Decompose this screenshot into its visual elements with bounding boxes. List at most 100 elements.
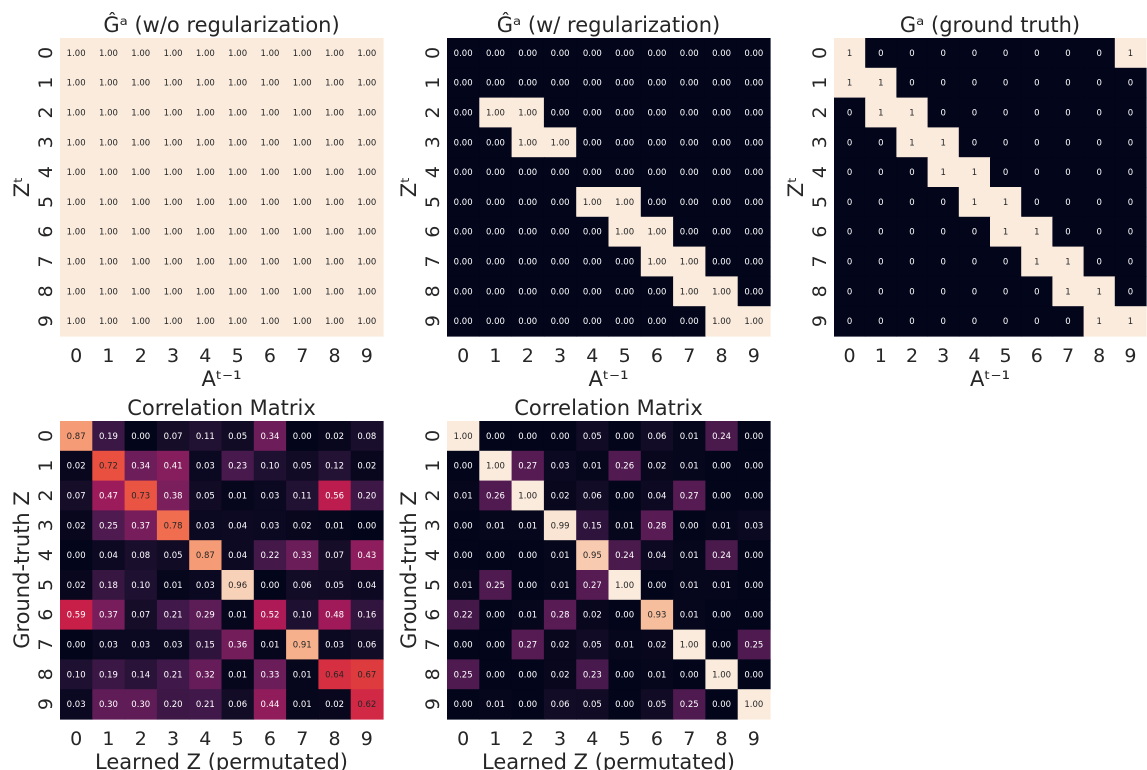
heatmap-0-cell-5-9: [350, 187, 384, 218]
heatmap-4-label-9-6: 0.05: [647, 700, 666, 710]
heatmap-2-label-9-8: 1: [1096, 317, 1101, 327]
heatmap-1-label-5-8: 0.00: [712, 198, 731, 208]
heatmap-3-xtick-9: 9: [361, 728, 373, 750]
heatmap-1-label-4-9: 0.00: [744, 168, 763, 178]
heatmap-3-label-7-9: 0.06: [357, 641, 376, 651]
heatmap-3-cell-2-8: [318, 480, 352, 511]
heatmap-0-label-4-7: 1.00: [293, 168, 312, 178]
heatmap-4-label-7-3: 0.02: [551, 641, 570, 651]
heatmap-2-cell-4-6: [1021, 157, 1053, 188]
heatmap-0-cell-3-6: [253, 127, 287, 158]
heatmap-0-label-8-6: 1.00: [260, 287, 279, 297]
heatmap-1-cell-3-9: [737, 127, 771, 158]
heatmap-3-cell-0-0: [60, 421, 93, 452]
heatmap-1-cell-2-1: [479, 97, 513, 128]
heatmap-1-label-1-3: 0.00: [551, 79, 570, 89]
heatmap-3-label-1-2: 0.34: [131, 462, 150, 472]
heatmap-3-label-4-2: 0.08: [131, 551, 150, 561]
heatmap-3-xtick-2: 2: [135, 728, 147, 750]
heatmap-0-ytick-2: 2: [35, 106, 57, 118]
heatmap-1-label-1-8: 0.00: [712, 79, 731, 89]
heatmap-0-xtick-0: 0: [70, 345, 82, 367]
heatmap-2-cell-4-1: [865, 157, 897, 188]
heatmap-2-cell-3-2: [896, 127, 929, 158]
heatmap-4-cell-3-3: [543, 510, 577, 541]
heatmap-4-xtick-6: 6: [651, 728, 663, 750]
heatmap-2-cell-8-2: [896, 276, 929, 307]
heatmap-3-label-8-2: 0.14: [131, 670, 150, 680]
heatmap-3-label-5-6: 0.00: [260, 581, 279, 591]
heatmap-2-label-7-8: 0: [1096, 258, 1101, 268]
heatmap-0-cell-0-2: [124, 38, 158, 69]
heatmap-2-label-1-3: 0: [940, 79, 945, 89]
heatmap-1-cell-2-4: [576, 97, 610, 128]
heatmap-1-label-9-1: 0.00: [486, 317, 505, 327]
heatmap-2-label-0-3: 0: [940, 49, 945, 59]
heatmap-3-cell-6-2: [124, 599, 158, 631]
heatmap-1-label-4-0: 0.00: [454, 168, 473, 178]
heatmap-1-cell-9-1: [479, 306, 513, 337]
heatmap-2-label-8-3: 0: [940, 287, 945, 297]
heatmap-0-cell-1-6: [253, 67, 287, 99]
heatmap-2-cell-1-6: [1021, 67, 1053, 99]
heatmap-3-cell-1-6: [253, 450, 287, 482]
heatmap-0-cell-2-8: [318, 97, 352, 128]
heatmap-2-label-4-9: 0: [1128, 168, 1133, 178]
heatmap-3-label-7-3: 0.03: [164, 641, 183, 651]
heatmap-2-label-5-4: 1: [972, 198, 977, 208]
heatmap-3-cell-5-7: [286, 570, 319, 601]
heatmap-1-label-7-4: 0.00: [583, 258, 602, 268]
heatmap-1-cell-1-2: [511, 67, 545, 99]
heatmap-4-xlabel: Learned Z (permutated): [482, 750, 735, 770]
heatmap-3-label-4-1: 0.04: [99, 551, 118, 561]
heatmap-2-cell-4-5: [990, 157, 1022, 188]
heatmap-2-label-4-3: 1: [940, 168, 945, 178]
heatmap-2-label-3-2: 1: [909, 138, 914, 148]
heatmap-1-label-7-5: 0.00: [615, 258, 634, 268]
heatmap-0-label-8-7: 1.00: [293, 287, 312, 297]
heatmap-4-ytick-7: 7: [422, 638, 444, 650]
heatmap-2-label-7-1: 0: [878, 258, 883, 268]
heatmap-4-label-6-6: 0.93: [647, 611, 666, 621]
heatmap-1-ytick-3: 3: [422, 136, 444, 148]
heatmap-2-cell-9-5: [990, 306, 1022, 337]
heatmap-1-label-3-1: 0.00: [486, 138, 505, 148]
heatmap-4-label-6-5: 0.00: [615, 611, 634, 621]
heatmap-0-cell-4-6: [253, 157, 287, 188]
heatmap-3-label-7-1: 0.03: [99, 641, 118, 651]
heatmap-1-cell-2-2: [511, 97, 545, 128]
heatmap-4-cell-6-0: [447, 599, 480, 631]
heatmap-4-label-2-9: 0.00: [744, 492, 763, 502]
heatmap-4-xtick-8: 8: [716, 728, 728, 750]
heatmap-3-cell-8-3: [156, 659, 190, 690]
heatmap-0-label-2-2: 1.00: [131, 109, 150, 119]
heatmap-4-label-2-6: 0.04: [647, 492, 666, 502]
heatmap-4-cell-4-3: [543, 540, 577, 571]
heatmap-4-cell-7-8: [705, 629, 739, 660]
heatmap-2-label-8-1: 0: [878, 287, 883, 297]
heatmap-1-label-7-6: 1.00: [647, 258, 666, 268]
heatmap-0-label-3-8: 1.00: [325, 138, 344, 148]
heatmap-0-cell-2-3: [156, 97, 190, 128]
heatmap-2-cell-1-2: [896, 67, 929, 99]
heatmap-2-ytick-5: 5: [809, 196, 831, 208]
heatmap-3-label-5-8: 0.05: [325, 581, 344, 591]
heatmap-3-cell-1-3: [156, 450, 190, 482]
heatmap-1-xlabel: Aᵗ⁻¹: [588, 367, 628, 391]
heatmap-0: 1.00 1.00 1.00 1.00 1.00 1.00 1.00 1.00 1.00 1.00…: [10, 12, 384, 391]
heatmap-4-label-5-0: 0.01: [454, 581, 473, 591]
heatmap-0-label-0-2: 1.00: [131, 49, 150, 59]
heatmap-4-xtick-5: 5: [619, 728, 631, 750]
heatmap-2-cell-9-1: [865, 306, 897, 337]
heatmap-1-label-0-6: 0.00: [647, 49, 666, 59]
heatmap-2-label-1-5: 0: [1003, 79, 1008, 89]
heatmap-1-label-1-2: 0.00: [518, 79, 537, 89]
heatmap-2-cell-1-4: [958, 67, 991, 99]
heatmap-1-label-1-4: 0.00: [583, 79, 602, 89]
heatmap-3-label-5-0: 0.02: [67, 581, 86, 591]
heatmap-4-label-5-6: 0.00: [647, 581, 666, 591]
heatmap-3-label-9-9: 0.62: [357, 700, 376, 710]
heatmap-3-ytick-3: 3: [35, 519, 57, 531]
heatmap-0-label-1-3: 1.00: [164, 79, 183, 89]
heatmap-4-cell-4-2: [511, 540, 545, 571]
